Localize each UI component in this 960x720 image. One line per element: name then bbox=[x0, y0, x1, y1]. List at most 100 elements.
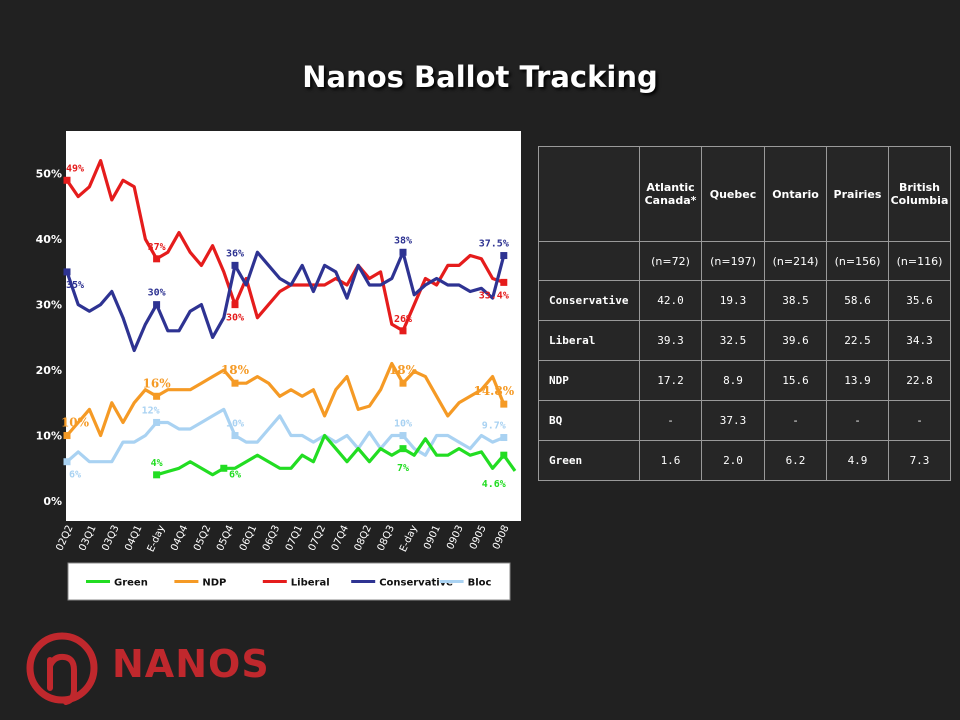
x-tick-label: E-day bbox=[398, 524, 420, 554]
y-tick-label: 0% bbox=[43, 495, 62, 508]
data-label: 37% bbox=[148, 242, 166, 253]
table-cell: - bbox=[639, 400, 702, 441]
x-tick-label: 07Q2 bbox=[307, 524, 328, 553]
point-marker-ndp bbox=[399, 379, 407, 387]
sample-size-cell: (n=214) bbox=[764, 241, 827, 281]
table-header-row: Atlantic Canada* Quebec Ontario Prairies… bbox=[538, 146, 951, 242]
legend-label: Liberal bbox=[291, 578, 330, 589]
data-label: 18% bbox=[221, 363, 250, 377]
table-cell: 42.0 bbox=[639, 280, 702, 321]
table-cell: 34.3 bbox=[888, 320, 951, 361]
row-label: BQ bbox=[538, 400, 640, 441]
data-label: 10% bbox=[61, 416, 90, 430]
series-line-green bbox=[156, 433, 517, 477]
point-marker-ndp bbox=[500, 400, 508, 408]
y-tick-label: 40% bbox=[36, 233, 62, 246]
sample-size-row: (n=72) (n=197) (n=214) (n=156) (n=116) bbox=[538, 241, 951, 281]
sample-size-cell: (n=72) bbox=[639, 241, 702, 281]
table-cell: 22.8 bbox=[888, 360, 951, 401]
point-marker-green bbox=[220, 464, 228, 472]
y-tick-label: 50% bbox=[36, 168, 62, 181]
table-corner-cell bbox=[538, 146, 640, 242]
table-cell: 22.5 bbox=[826, 320, 889, 361]
point-marker-green bbox=[153, 471, 161, 479]
table-row: Green 1.6 2.0 6.2 4.9 7.3 bbox=[538, 440, 951, 481]
point-marker-ndp bbox=[153, 392, 161, 400]
series-line-ndp bbox=[65, 361, 506, 438]
column-header-prairies: Prairies bbox=[826, 146, 889, 242]
table-cell: - bbox=[888, 400, 951, 441]
table-cell: - bbox=[764, 400, 827, 441]
point-marker-liberal bbox=[231, 301, 239, 309]
x-tick-label: 03Q1 bbox=[77, 524, 98, 553]
table-cell: 38.5 bbox=[764, 280, 827, 321]
data-label: 37.5% bbox=[479, 239, 509, 250]
data-label: 30% bbox=[148, 288, 166, 299]
sample-size-corner bbox=[538, 241, 640, 281]
data-label: 6% bbox=[69, 470, 81, 481]
ballot-tracking-chart: 0%10%20%30%40%50%02Q2 03Q1 03Q3 04Q1 E-day 04… bbox=[36, 131, 521, 601]
x-tick-label: 0903 bbox=[445, 524, 466, 552]
x-tick-label: 08Q2 bbox=[353, 524, 374, 553]
table-cell: 8.9 bbox=[701, 360, 765, 401]
table-row: Conservative 42.0 19.3 38.5 58.6 35.6 bbox=[538, 280, 951, 321]
x-tick-label: 05Q2 bbox=[192, 524, 213, 553]
sample-size-cell: (n=197) bbox=[701, 241, 765, 281]
table-cell: 39.6 bbox=[764, 320, 827, 361]
data-label: 6% bbox=[229, 470, 241, 481]
x-tick-label: 07Q1 bbox=[284, 524, 305, 553]
chart-title: Nanos Ballot Tracking bbox=[302, 60, 658, 94]
legend-label: Bloc bbox=[468, 578, 492, 589]
point-marker-conservative bbox=[153, 301, 161, 309]
x-tick-label: 06Q1 bbox=[238, 524, 259, 553]
point-marker-conservative bbox=[231, 261, 239, 269]
x-tick-label: 0905 bbox=[468, 524, 489, 552]
row-label: Liberal bbox=[538, 320, 640, 361]
data-label: 38% bbox=[394, 235, 412, 246]
table-cell: 35.6 bbox=[888, 280, 951, 321]
nanos-logo-icon bbox=[26, 632, 98, 705]
x-tick-label: 02Q2 bbox=[54, 524, 75, 553]
row-label: NDP bbox=[538, 360, 640, 401]
table-cell: 6.2 bbox=[764, 440, 827, 481]
point-marker-bloc bbox=[231, 432, 239, 440]
column-header-atlantic: Atlantic Canada* bbox=[639, 146, 702, 242]
table-cell: 1.6 bbox=[639, 440, 702, 481]
logo-text: NANOS bbox=[112, 642, 270, 686]
point-marker-bloc bbox=[153, 418, 161, 426]
point-marker-liberal bbox=[399, 327, 407, 335]
point-marker-bloc bbox=[63, 458, 71, 466]
x-tick-label: 0908 bbox=[491, 524, 512, 552]
legend-label: NDP bbox=[202, 578, 226, 589]
y-tick-label: 10% bbox=[36, 430, 62, 443]
point-marker-bloc bbox=[399, 432, 407, 440]
column-header-bc: British Columbia bbox=[888, 146, 951, 242]
y-tick-label: 20% bbox=[36, 364, 62, 377]
table-cell: 58.6 bbox=[826, 280, 889, 321]
x-tick-label: 03Q3 bbox=[100, 524, 121, 553]
table-cell: 39.3 bbox=[639, 320, 702, 361]
data-label: 49% bbox=[66, 163, 84, 174]
sample-size-cell: (n=156) bbox=[826, 241, 889, 281]
data-label: 4% bbox=[151, 458, 163, 469]
x-tick-label: 04Q1 bbox=[123, 524, 144, 553]
table-cell: 2.0 bbox=[701, 440, 765, 481]
data-label: 33.4% bbox=[479, 290, 509, 301]
point-marker-conservative bbox=[500, 252, 508, 260]
regional-table: Atlantic Canada* Quebec Ontario Prairies… bbox=[538, 146, 951, 481]
row-label: Conservative bbox=[538, 280, 640, 321]
point-marker-green bbox=[399, 445, 407, 453]
point-marker-ndp bbox=[63, 432, 71, 440]
table-cell: 19.3 bbox=[701, 280, 765, 321]
column-header-ontario: Ontario bbox=[764, 146, 827, 242]
point-marker-conservative bbox=[399, 248, 407, 256]
data-label: 9.7% bbox=[482, 421, 506, 432]
series-line-conservative bbox=[65, 250, 506, 353]
table-cell: 37.3 bbox=[701, 400, 765, 441]
legend-label: Conservative bbox=[379, 578, 453, 589]
sample-size-cell: (n=116) bbox=[888, 241, 951, 281]
point-marker-ndp bbox=[231, 379, 239, 387]
data-label: 18% bbox=[389, 363, 418, 377]
point-marker-liberal bbox=[500, 278, 508, 286]
point-marker-liberal bbox=[153, 255, 161, 263]
